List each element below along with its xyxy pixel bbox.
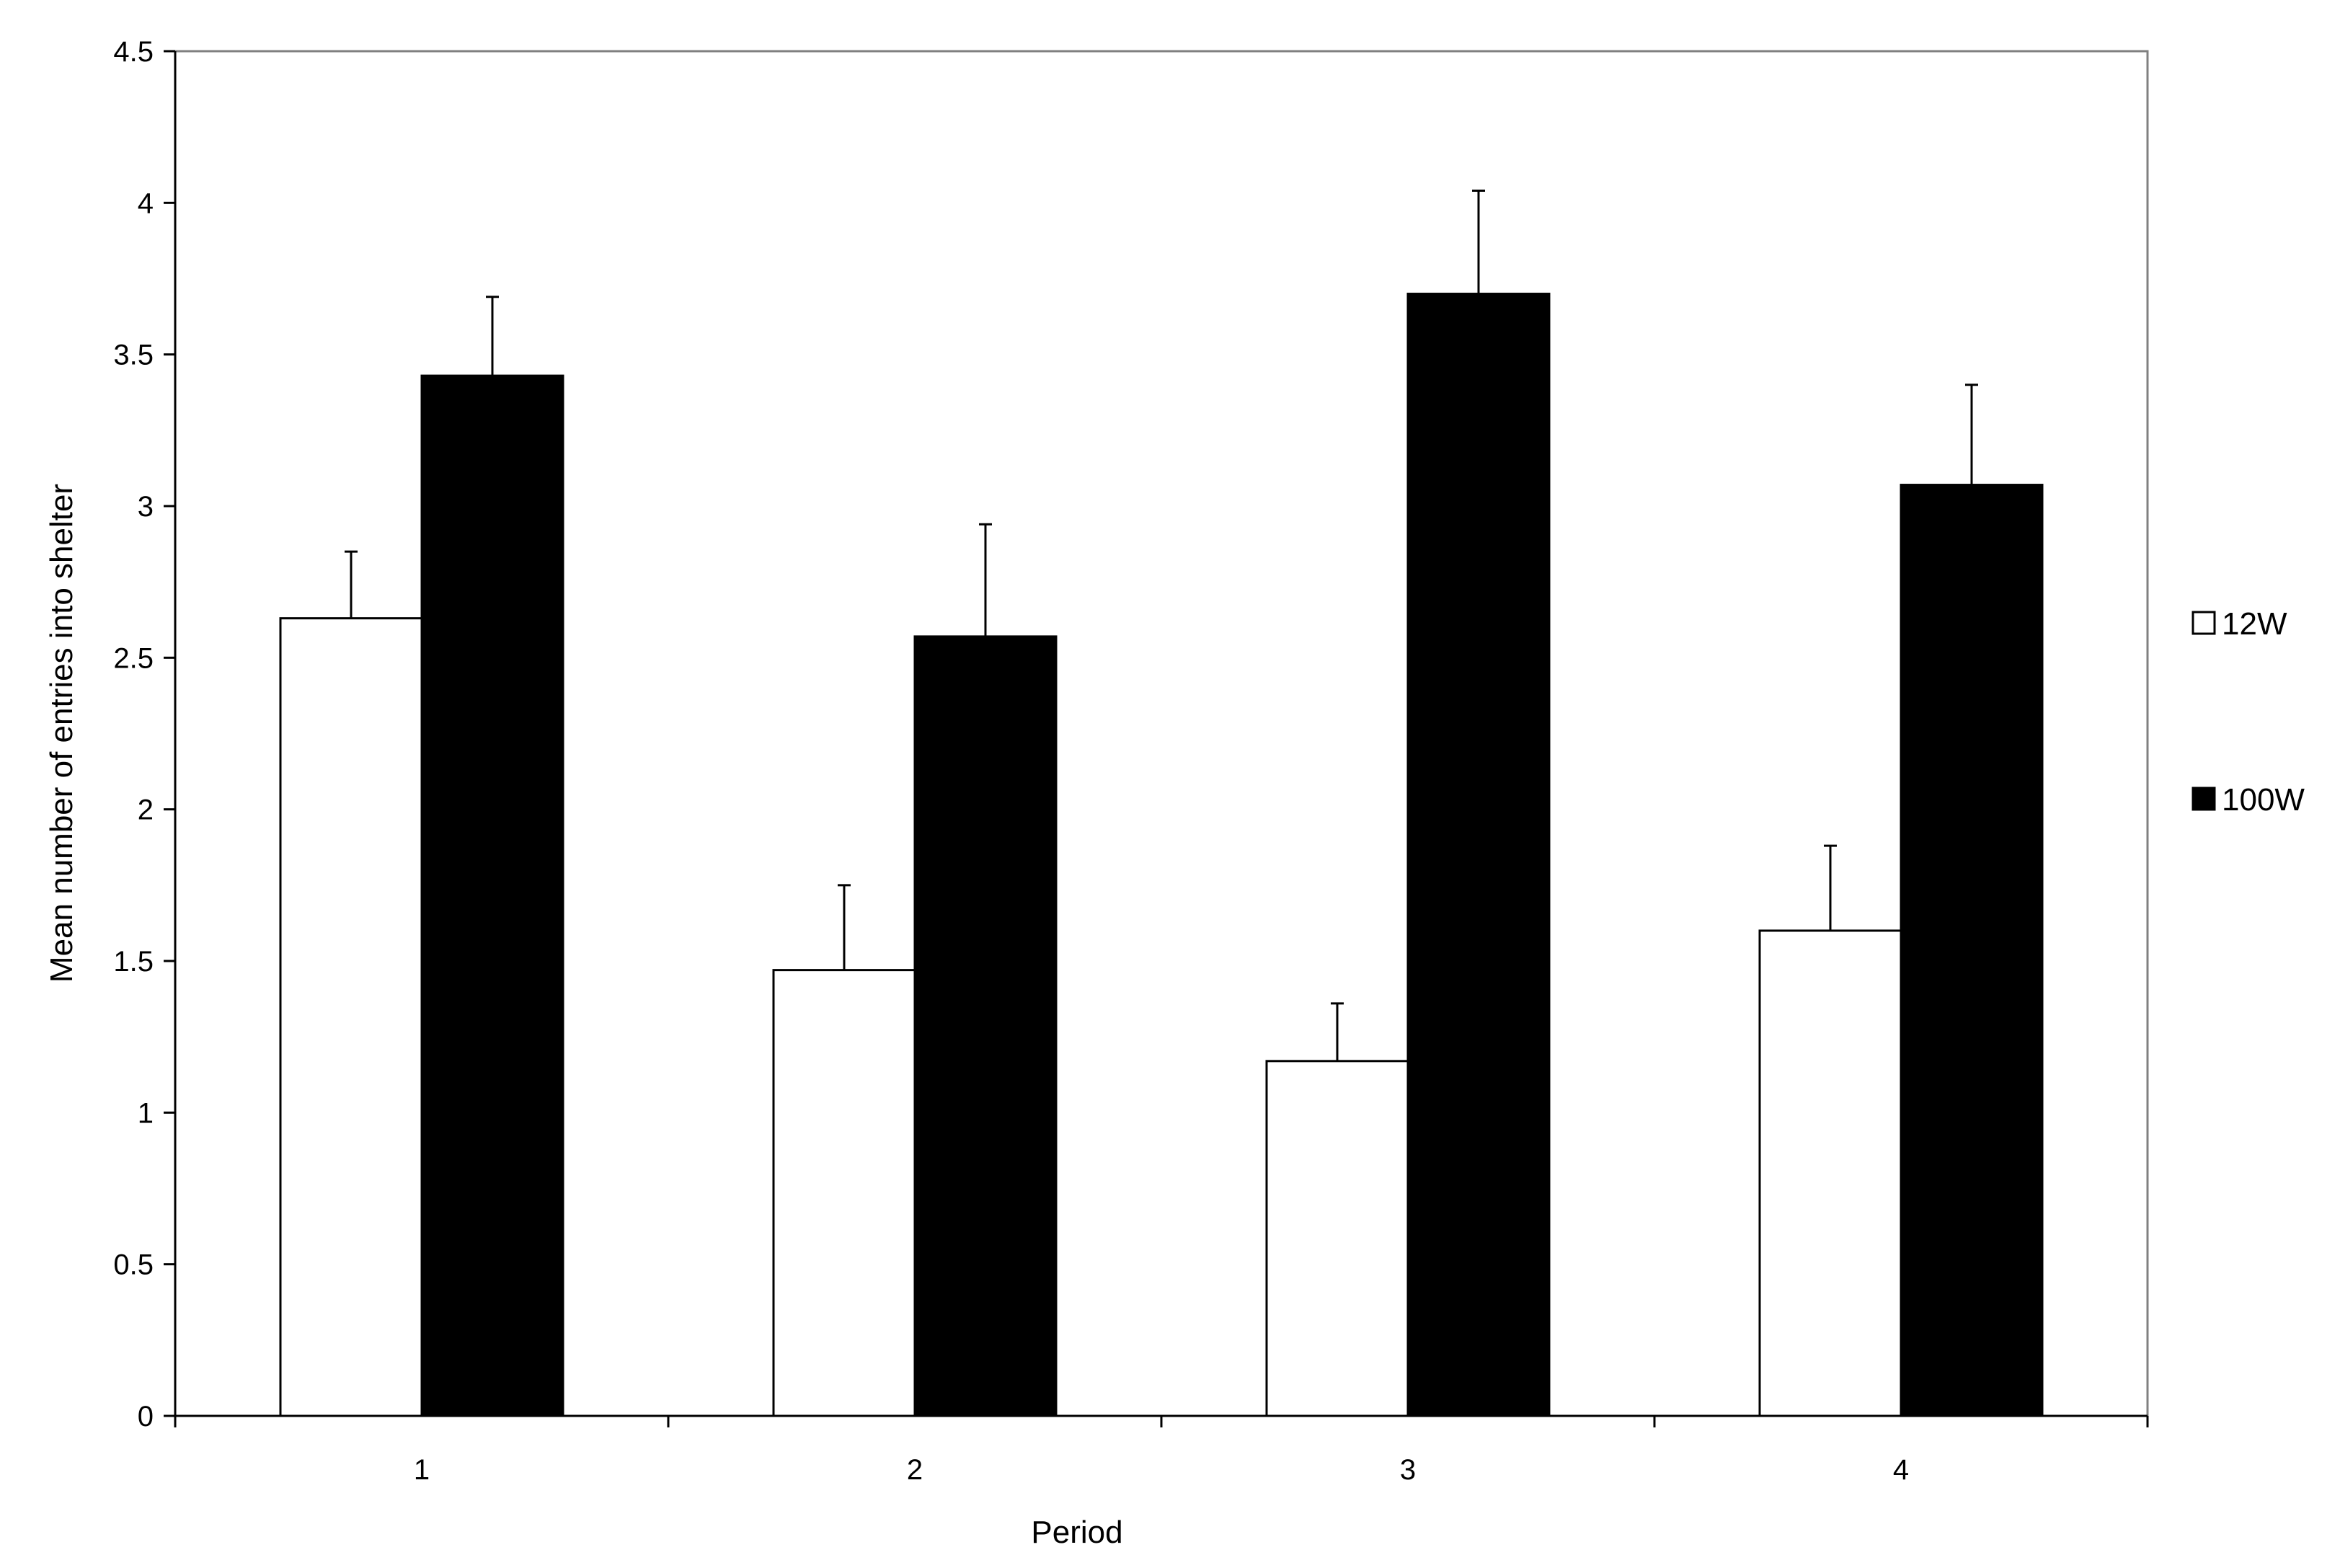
y-tick-label: 1 xyxy=(138,1097,154,1129)
y-tick-label: 0.5 xyxy=(113,1249,154,1281)
x-tick-label: 1 xyxy=(414,1454,430,1486)
legend: 12W 100W xyxy=(2191,606,2305,818)
axes-layer: 0 0.5 1 1.5 2 2.5 3 3.5 4 4.5 1 2 3 4 xyxy=(113,36,2149,1486)
bar-100W-period-3 xyxy=(1406,293,1551,1417)
bar-100W-period-1 xyxy=(420,374,564,1417)
bar-12W-period-2 xyxy=(772,969,916,1417)
y-tick-label: 4.5 xyxy=(113,36,154,68)
y-tick-label: 3 xyxy=(138,491,154,523)
bar-100W-period-2 xyxy=(913,635,1058,1417)
y-tick-label: 2 xyxy=(138,794,154,826)
legend-swatch-12W xyxy=(2191,611,2216,635)
x-tick-label: 3 xyxy=(1400,1454,1416,1486)
x-axis-label: Period xyxy=(1031,1515,1122,1550)
bar-12W-period-3 xyxy=(1265,1060,1409,1417)
y-tick-label: 3.5 xyxy=(113,340,154,371)
y-tick-label: 4 xyxy=(138,187,154,219)
x-tick-label: 2 xyxy=(907,1454,923,1486)
y-tick-label: 2.5 xyxy=(113,642,154,674)
legend-label-100W: 100W xyxy=(2222,782,2305,818)
legend-swatch-100W xyxy=(2191,787,2216,811)
y-tick-label: 1.5 xyxy=(113,946,154,978)
bar-12W-period-4 xyxy=(1758,929,1902,1417)
y-axis-label: Mean number of entries into shelter xyxy=(44,484,79,983)
bars-layer xyxy=(279,190,2044,1417)
y-tick-label: 0 xyxy=(138,1401,154,1432)
x-tick-label: 4 xyxy=(1893,1454,1909,1486)
bar-100W-period-4 xyxy=(1900,484,2044,1417)
bar-12W-period-1 xyxy=(279,617,423,1417)
legend-label-12W: 12W xyxy=(2222,606,2287,642)
